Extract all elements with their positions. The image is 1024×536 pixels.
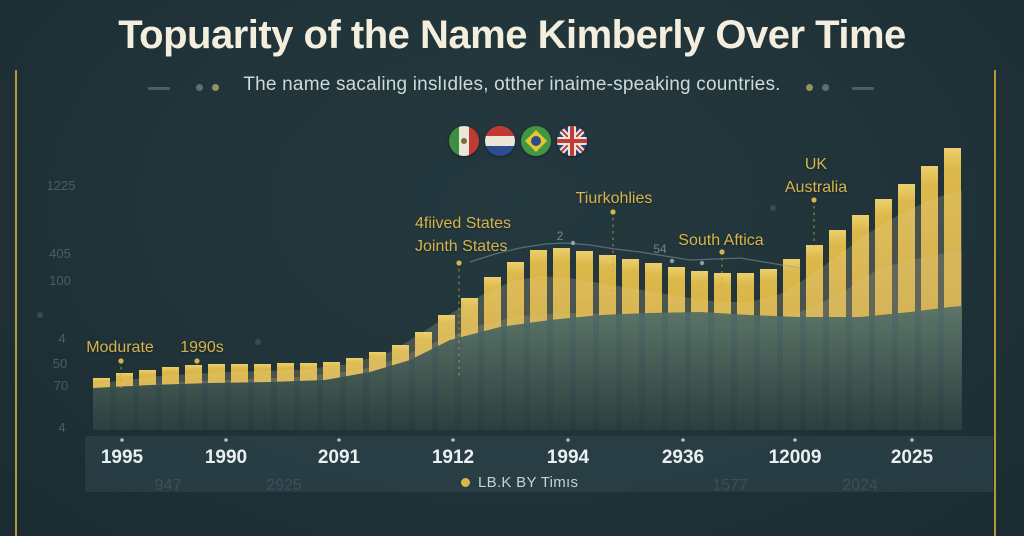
y-axis-label: 70: [54, 378, 68, 393]
brazil-flag: [521, 126, 551, 156]
x-axis-label: 2936: [662, 447, 704, 468]
annotation-south-aftica: South Aftica: [678, 232, 764, 249]
background-dot: [37, 312, 43, 318]
left-accent-line: [15, 70, 17, 536]
x-tick-dot: [793, 438, 797, 442]
trend-dot: [669, 258, 675, 264]
x-axis-sublabel: 2925: [266, 477, 302, 494]
trend-dot: [570, 240, 576, 246]
annotation-dot: [811, 197, 817, 203]
x-axis-label: 2091: [318, 447, 361, 468]
uk-flag: [557, 126, 587, 156]
page-subtitle: The name sacaling inslıdles, otther inai…: [243, 74, 781, 95]
x-axis-label: 1994: [547, 447, 590, 468]
y-axis-label: 100: [49, 273, 71, 288]
annotation-1990s: 1990s: [180, 339, 224, 356]
x-axis-label: 1912: [432, 447, 474, 468]
legend-dot-icon: [461, 478, 470, 487]
x-axis-label: 1995: [101, 447, 144, 468]
x-tick-dot: [910, 438, 914, 442]
annotation-modurate: Modurate: [86, 339, 154, 356]
x-tick-dot: [451, 438, 455, 442]
x-tick-dot: [120, 438, 124, 442]
decor-dot: [806, 84, 813, 91]
x-axis-sublabel: 2024: [842, 477, 878, 494]
mexico-flag: [449, 126, 479, 156]
x-axis-band: [85, 436, 993, 492]
background-dot: [770, 205, 776, 211]
x-tick-dot: [566, 438, 570, 442]
y-axis-label: 50: [53, 356, 67, 371]
chart-legend: LB.K BY Timıs: [461, 474, 578, 491]
decor-dash-right: [852, 87, 874, 90]
trend-line: [469, 242, 801, 269]
x-axis-sublabel: 1577: [712, 477, 748, 494]
annotation-dot: [118, 358, 124, 364]
netherlands-flag: [485, 126, 515, 156]
decor-dot: [196, 84, 203, 91]
y-axis-label: 405: [49, 246, 71, 261]
x-axis-label: 12009: [769, 447, 822, 468]
trend-value-label: 2: [557, 229, 564, 243]
x-axis-sublabel: 947: [155, 477, 182, 494]
y-axis-label: 4: [58, 331, 65, 346]
y-axis-label: 1225: [47, 178, 76, 193]
annotation-uk: UK Australia: [784, 156, 848, 196]
right-accent-line: [994, 70, 996, 536]
trend-value-label: 54: [653, 242, 667, 256]
annotation-4fiived-states: 4fiived States Jointh States: [415, 215, 512, 255]
page-title: Topuarity of the Name Kimberly Over Time: [118, 13, 906, 57]
x-axis-label: 2025: [891, 447, 934, 468]
x-tick-dot: [224, 438, 228, 442]
decor-dot: [822, 84, 829, 91]
y-axis-label: 4: [58, 420, 65, 435]
legend-label: LB.K BY Timıs: [478, 474, 579, 491]
annotation-dot: [456, 260, 462, 266]
teal-overlay-area: [93, 306, 962, 430]
x-tick-dot: [681, 438, 685, 442]
x-tick-dot: [337, 438, 341, 442]
background-dot: [255, 339, 261, 345]
annotation-dot: [610, 209, 616, 215]
decor-dash-left: [148, 87, 170, 90]
decor-dot: [212, 84, 219, 91]
annotation-tiurkohlies: Tiurkohlies: [575, 190, 653, 207]
annotation-dot: [194, 358, 200, 364]
x-axis-label: 1990: [205, 447, 247, 468]
annotation-dot: [719, 249, 725, 255]
trend-dot: [699, 260, 705, 266]
